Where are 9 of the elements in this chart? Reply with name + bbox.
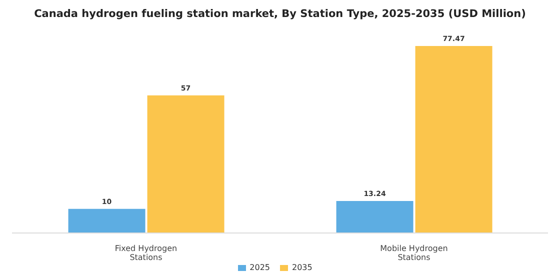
bar bbox=[147, 95, 224, 233]
bar bbox=[415, 46, 492, 233]
x-tick-label: Mobile Hydrogen Stations bbox=[380, 244, 448, 262]
legend-label: 2025 bbox=[250, 263, 270, 272]
x-tick-label: Fixed Hydrogen Stations bbox=[114, 244, 178, 262]
chart-title: Canada hydrogen fueling station market, By Station Type, 2025-2035 (USD Million) bbox=[33, 8, 527, 22]
legend-label: 2035 bbox=[292, 263, 312, 272]
bar bbox=[336, 201, 414, 233]
bar bbox=[68, 208, 146, 233]
